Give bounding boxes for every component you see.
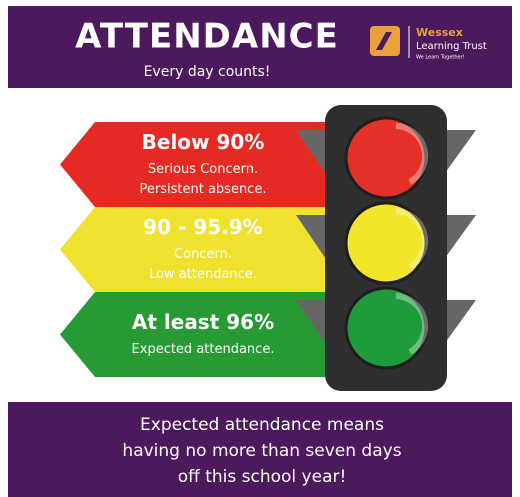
level-title: Below 90% (142, 130, 265, 154)
subtitle: Every day counts! (144, 64, 271, 80)
level-text: Concern. (174, 247, 232, 262)
levels: Below 90% Serious Concern. Persistent abse… (60, 122, 330, 377)
level-arrow (60, 292, 330, 377)
level-text: Persistent absence. (140, 182, 267, 197)
footer-line: off this school year! (178, 467, 347, 487)
level-title: 90 - 95.9% (143, 215, 262, 239)
footer-line: having no more than seven days (122, 441, 401, 461)
footer-line: Expected attendance means (140, 415, 384, 435)
logo-name: Wessex (416, 26, 463, 39)
logo-tagline: We Learn Together! (416, 55, 465, 61)
logo-org: Learning Trust (416, 41, 487, 52)
level-text: Expected attendance. (132, 342, 275, 357)
title: ATTENDANCE (75, 17, 339, 57)
level-text: Low attendance. (149, 267, 257, 282)
infographic: ATTENDANCE Every day counts! Wessex Lear… (0, 0, 520, 497)
level-text: Serious Concern. (148, 162, 258, 177)
level-title: At least 96% (132, 310, 274, 334)
